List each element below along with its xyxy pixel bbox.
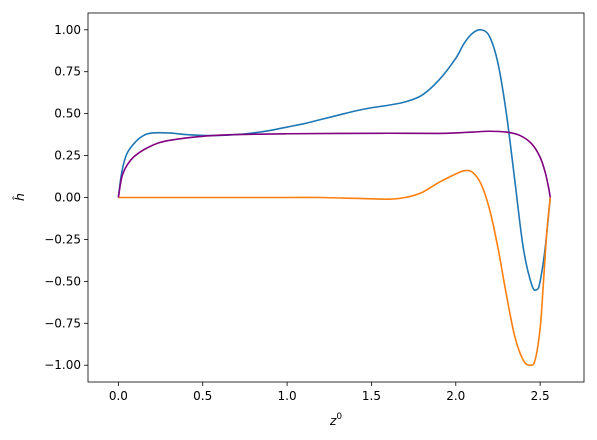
y-tick-label: 0.50 <box>54 107 81 121</box>
x-tick-label: 0.5 <box>193 389 212 403</box>
x-axis-label-superscript: 0 <box>336 412 342 422</box>
y-tick-label: −0.50 <box>44 274 81 288</box>
y-tick-label: 0.75 <box>54 65 81 79</box>
x-tick-label: 0.0 <box>109 389 128 403</box>
x-tick-label: 1.5 <box>362 389 381 403</box>
x-tick-label: 1.0 <box>278 389 297 403</box>
y-tick-label: 0.00 <box>54 191 81 205</box>
y-axis: 1.00 0.75 0.50 0.25 0.00 −0.25 −0.50 −0.75 −1.00 <box>44 23 88 372</box>
series-line-3 <box>117 130 552 198</box>
y-tick-label: 0.25 <box>54 149 81 163</box>
series-line-2 <box>118 169 552 367</box>
y-axis-label: ĥ <box>12 193 27 201</box>
x-axis-label: z0 <box>329 412 343 428</box>
series-layer <box>117 28 552 367</box>
x-tick-label: 2.0 <box>446 389 465 403</box>
series-line-1 <box>117 28 552 292</box>
y-tick-label: −0.75 <box>44 316 81 330</box>
y-tick-label: −1.00 <box>44 358 81 372</box>
x-tick-label: 2.5 <box>531 389 550 403</box>
y-tick-label: 1.00 <box>54 23 81 37</box>
x-axis: 0.0 0.5 1.0 1.5 2.0 2.5 <box>109 382 550 403</box>
y-tick-label: −0.25 <box>44 232 81 246</box>
